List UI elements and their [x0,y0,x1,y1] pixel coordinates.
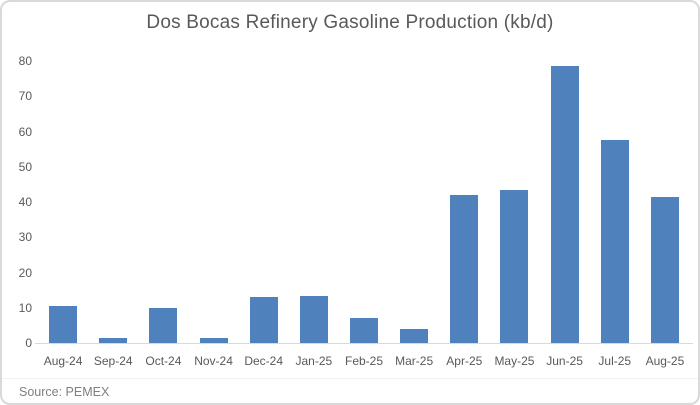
x-axis-label: Jun-25 [546,354,583,368]
plot-area [38,61,690,343]
bar-jan-25 [299,295,328,343]
y-axis-tick-label: 60 [18,124,32,139]
source-note: Source: PEMEX [19,385,110,399]
y-axis-tick-label: 40 [18,195,32,209]
bar-nov-24 [199,337,228,343]
bar-sep-24 [99,337,128,343]
x-axis-label: May-25 [494,354,535,368]
x-axis-label: Feb-25 [344,354,384,368]
x-axis-label: Aug-24 [43,354,83,368]
bar-mar-25 [400,328,429,343]
x-axis-label: Sep-24 [93,354,133,368]
x-axis-label: Mar-25 [395,354,434,368]
x-axis-label: Jul-25 [598,354,632,368]
bar-feb-25 [350,317,378,343]
bar-aug-24 [49,306,78,343]
chart-title: Dos Bocas Refinery Gasoline Production (… [146,12,554,33]
y-axis-tick-label: 50 [18,159,32,174]
bar-oct-24 [149,307,178,343]
bar-jun-25 [550,66,579,343]
y-axis-tick-label: 10 [18,300,32,315]
caption-divider [2,378,698,379]
x-axis-line [35,343,693,344]
y-axis-tick-label: 70 [18,89,32,104]
y-axis-tick-label: 30 [18,230,32,245]
x-axis-label: Dec-24 [244,354,284,368]
y-axis-tick-label: 80 [18,54,32,68]
bar-apr-25 [450,194,479,343]
bar-dec-24 [249,297,278,343]
x-axis-label: Apr-25 [446,354,483,368]
y-axis-tick-label: 20 [18,265,32,280]
x-axis-label: Oct-24 [145,354,182,368]
bar-may-25 [500,190,529,343]
x-axis-label: Jan-25 [295,354,333,368]
bar-jul-25 [600,140,629,343]
x-axis-label: Nov-24 [194,354,233,368]
bar-aug-25 [650,196,679,343]
y-axis-tick-label: 0 [25,336,32,350]
x-axis-label: Aug-25 [645,354,685,368]
